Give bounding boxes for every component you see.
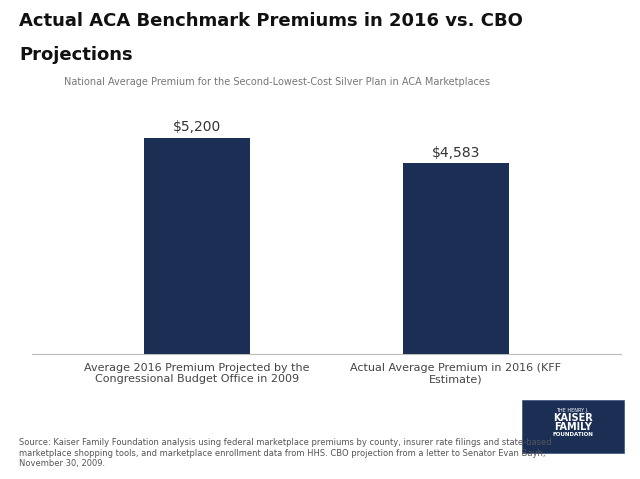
Text: $5,200: $5,200: [173, 120, 221, 134]
Text: FOUNDATION: FOUNDATION: [552, 432, 593, 437]
Text: Source: Kaiser Family Foundation analysis using federal marketplace premiums by : Source: Kaiser Family Foundation analysi…: [19, 438, 552, 468]
Text: Projections: Projections: [19, 46, 133, 64]
Text: $4,583: $4,583: [432, 146, 480, 160]
Text: National Average Premium for the Second-Lowest-Cost Silver Plan in ACA Marketpla: National Average Premium for the Second-…: [64, 77, 490, 87]
Text: THE HENRY J.: THE HENRY J.: [557, 408, 589, 413]
Bar: [144, 137, 250, 354]
Text: Actual ACA Benchmark Premiums in 2016 vs. CBO: Actual ACA Benchmark Premiums in 2016 vs…: [19, 12, 523, 30]
Text: FAMILY: FAMILY: [554, 422, 592, 433]
Text: KAISER: KAISER: [553, 413, 593, 423]
Bar: [403, 163, 509, 354]
